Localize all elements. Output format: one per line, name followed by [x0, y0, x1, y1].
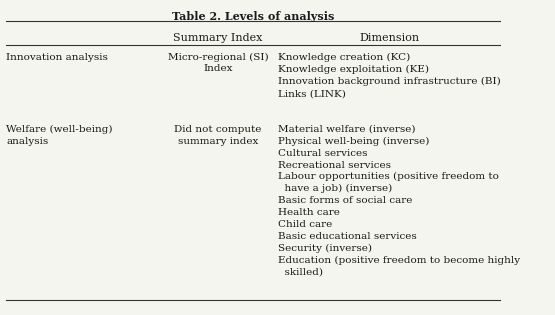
- Text: Dimension: Dimension: [359, 33, 419, 43]
- Text: Knowledge creation (KC)
Knowledge exploitation (KE)
Innovation background infras: Knowledge creation (KC) Knowledge exploi…: [279, 53, 501, 98]
- Text: Did not compute
summary index: Did not compute summary index: [174, 125, 261, 146]
- Text: Table 2. Levels of analysis: Table 2. Levels of analysis: [172, 10, 335, 21]
- Text: Innovation analysis: Innovation analysis: [7, 53, 108, 62]
- Text: Summary Index: Summary Index: [173, 33, 263, 43]
- Text: Micro-regional (SI)
Index: Micro-regional (SI) Index: [168, 53, 268, 73]
- Text: Material welfare (inverse)
Physical well-being (inverse)
Cultural services
Recre: Material welfare (inverse) Physical well…: [279, 125, 521, 277]
- Text: Welfare (well-being)
analysis: Welfare (well-being) analysis: [7, 125, 113, 146]
